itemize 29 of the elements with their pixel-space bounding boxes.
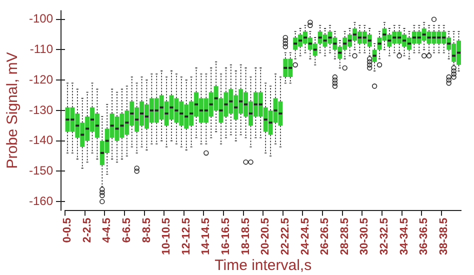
y-axis-title: Probe Signal, mV — [4, 52, 22, 169]
x-tick-label: 30-30.5 — [358, 218, 371, 256]
x-tick-label: 16-16.5 — [220, 218, 232, 256]
y-tick-label: -110 — [30, 42, 54, 56]
x-tick-label: 34-34.5 — [398, 218, 410, 256]
x-tick-label: 20-20.5 — [260, 218, 272, 256]
y-tick-label: -160 — [28, 194, 54, 208]
x-tick-label: 28-28.5 — [338, 218, 351, 256]
x-tick-label: 2-2.5 — [81, 218, 94, 243]
x-tick-label: 6-6.5 — [120, 218, 133, 243]
x-tick-label: 38-38.5 — [438, 218, 450, 256]
y-tick-label: -150 — [28, 164, 54, 178]
x-tick-label: 26-26.5 — [319, 218, 332, 256]
x-tick-label: 32-32.5 — [378, 218, 390, 256]
x-tick-label: 36-36.5 — [418, 218, 430, 256]
y-tick-label: -140 — [28, 133, 54, 148]
x-tick-label: 12-12.5 — [180, 218, 192, 256]
x-tick-label: 18-18.5 — [240, 218, 252, 256]
y-tick-label: -120 — [28, 72, 54, 86]
x-tick-label: 0-0.5 — [62, 218, 74, 243]
x-tick-label: 22-22.5 — [279, 218, 292, 256]
x-tick-label: 24-24.5 — [299, 218, 312, 256]
y-tick-label: -130 — [28, 102, 54, 117]
x-tick-label: 4-4.5 — [101, 218, 114, 243]
x-axis-title: Time interval,s — [214, 257, 312, 274]
x-tick-label: 14-14.5 — [200, 218, 212, 256]
y-tick-label: -100 — [28, 12, 54, 26]
x-tick-label: 8-8.5 — [140, 218, 153, 243]
x-tick-label: 10-10.5 — [160, 218, 173, 256]
